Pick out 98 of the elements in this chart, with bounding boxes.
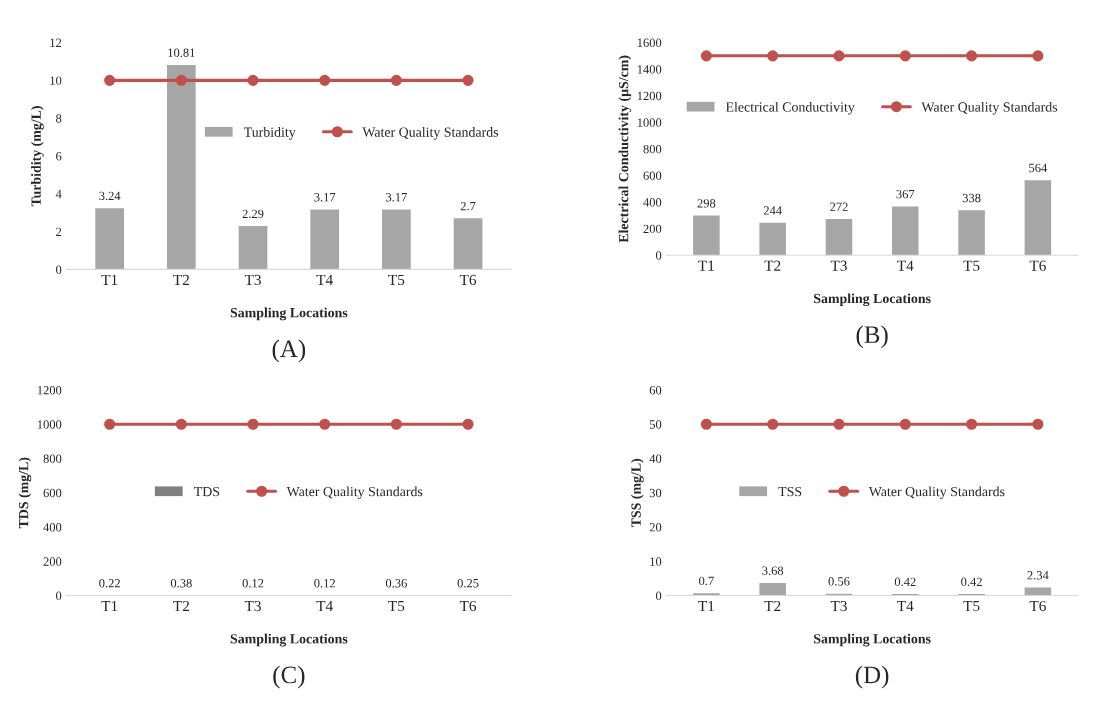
data-label: 272 [830, 202, 848, 211]
x-tick-label: T4 [316, 274, 333, 285]
x-axis-title: Sampling Locations [814, 633, 931, 647]
data-label: 0.12 [242, 579, 264, 588]
data-label: 0.38 [170, 578, 192, 588]
y-tick-label: 0 [655, 251, 662, 260]
y-tick-label: 60 [649, 385, 662, 395]
data-label: 2.7 [460, 201, 476, 211]
y-tick-label: 40 [649, 454, 662, 463]
text: (D) [855, 665, 889, 689]
data-label: 3.24 [99, 191, 121, 201]
x-tick-label: T4 [897, 600, 914, 612]
x-tick-label: T1 [698, 260, 714, 271]
data-label: 0.25 [457, 578, 479, 588]
y-tick-label: 8 [56, 114, 62, 123]
x-tick-label: T3 [244, 274, 261, 286]
y-tick-label: 800 [43, 454, 62, 463]
y-tick-label: 20 [649, 523, 662, 532]
y-tick-label: 0 [56, 591, 62, 601]
y-tick-label: 10 [50, 76, 62, 85]
y-tick-label: 50 [649, 420, 662, 429]
y-tick-label: 1400 [637, 65, 662, 74]
y-tick-label: 200 [43, 557, 62, 566]
data-label: 564 [1029, 163, 1048, 173]
data-label: 3.68 [762, 566, 784, 575]
data-label: 0.56 [828, 577, 850, 586]
y-tick-label: 200 [643, 224, 662, 234]
data-label: 338 [962, 193, 981, 203]
data-label: 3.17 [386, 192, 407, 202]
data-label: 0.7 [699, 576, 714, 586]
x-tick-label: T1 [101, 600, 118, 612]
legend-label: TDS [194, 486, 220, 497]
x-tick-label: T4 [897, 260, 914, 271]
y-tick-label: 6 [56, 152, 62, 161]
data-label: 2.34 [1027, 571, 1049, 580]
y-tick-label: 10 [650, 557, 662, 566]
legend-label: Water Quality Standards [868, 486, 1005, 500]
data-label: 10.81 [168, 48, 195, 57]
y-tick-label: 0 [655, 591, 662, 601]
x-tick-label: T2 [173, 600, 189, 612]
x-axis-title: Sampling Locations [230, 307, 348, 321]
y-tick-label: 400 [643, 198, 662, 207]
x-tick-label: T1 [698, 600, 714, 612]
y-axis-title: TDS (mg/L) [18, 457, 32, 529]
text: (C) [273, 665, 305, 689]
y-tick-label: 600 [43, 488, 62, 498]
y-axis-title: Turbidity (mg/L) [31, 106, 44, 207]
y-tick-label: 0 [56, 265, 62, 274]
y-tick-label: 30 [649, 488, 662, 498]
x-tick-label: T3 [830, 260, 847, 271]
x-tick-label: T3 [830, 600, 847, 612]
y-tick-label: 600 [643, 171, 662, 180]
data-label: 298 [697, 199, 716, 208]
x-tick-label: T1 [101, 274, 118, 285]
y-tick-label: 400 [43, 523, 62, 532]
data-label: 0.22 [99, 578, 120, 588]
x-tick-label: T6 [1029, 260, 1046, 271]
y-tick-label: 800 [643, 144, 662, 154]
x-tick-label: T5 [388, 601, 405, 612]
x-tick-label: T2 [173, 274, 189, 285]
y-tick-label: 1200 [637, 91, 662, 101]
y-tick-label: 1600 [637, 38, 662, 47]
x-tick-label: T3 [244, 600, 261, 612]
text: (A) [272, 339, 306, 363]
y-tick-label: 4 [55, 189, 62, 199]
y-axis-title: TSS (mg/L) [630, 458, 644, 528]
data-label: 2.29 [242, 209, 264, 219]
data-label: 0.42 [894, 577, 916, 587]
y-tick-label: 12 [50, 38, 62, 47]
data-label: 0.36 [385, 578, 407, 588]
x-axis-title: Sampling Locations [230, 633, 348, 647]
x-tick-label: T5 [963, 601, 980, 612]
data-label: 3.17 [314, 192, 336, 202]
legend-label: Turbidity [243, 127, 296, 140]
y-axis-title: Electrical Conductivity (µS/cm) [618, 55, 632, 243]
y-tick-label: 2 [56, 227, 62, 236]
legend-label: Water Quality Standards [286, 486, 423, 500]
legend-label: Electrical Conductivity [725, 101, 855, 115]
legend-label: TSS [778, 486, 802, 497]
x-tick-label: T5 [963, 260, 980, 271]
y-tick-label: 1000 [37, 420, 62, 429]
data-label: 244 [763, 206, 782, 215]
x-tick-label: T4 [316, 600, 333, 612]
text: (B) [856, 325, 888, 349]
legend-label: Water Quality Standards [362, 127, 499, 140]
x-tick-label: T6 [459, 600, 477, 612]
x-axis-title: Sampling Locations [814, 293, 931, 307]
x-tick-label: T6 [459, 274, 477, 286]
x-tick-label: T6 [1029, 600, 1046, 612]
x-tick-label: T5 [388, 274, 405, 286]
y-tick-label: 1200 [37, 385, 62, 395]
legend-label: Water Quality Standards [921, 101, 1058, 115]
x-tick-label: T2 [764, 260, 781, 271]
data-label: 0.42 [961, 577, 982, 587]
y-tick-label: 1000 [637, 118, 662, 127]
x-tick-label: T2 [764, 600, 781, 612]
data-label: 0.12 [314, 579, 335, 588]
data-label: 367 [896, 189, 915, 199]
